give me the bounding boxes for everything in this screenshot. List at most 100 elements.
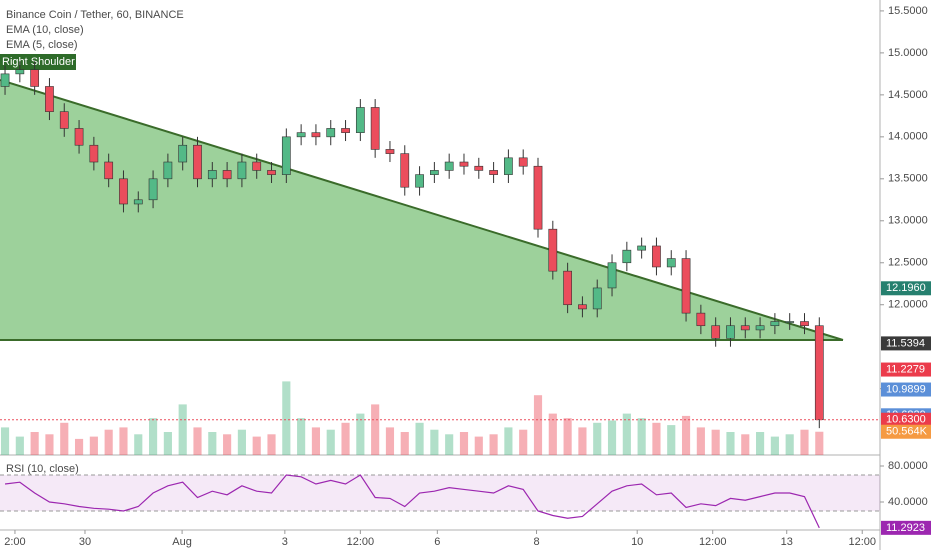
volume-bar <box>578 427 587 455</box>
volume-bar <box>563 418 572 455</box>
candle-body <box>0 73 10 87</box>
rsi-title: RSI (10, close) <box>6 463 79 475</box>
volume-bar <box>815 431 824 455</box>
candle-body <box>563 270 572 306</box>
volume-bar <box>74 438 84 455</box>
candle-body <box>252 161 262 171</box>
candle-body <box>785 321 795 323</box>
y-tick-label: 14.5000 <box>888 89 928 101</box>
candle-body <box>59 111 69 129</box>
volume-bar <box>371 404 380 455</box>
x-tick-label: 3 <box>282 536 288 548</box>
price-tag-label: 11.5394 <box>886 337 925 349</box>
volume-bar <box>134 434 143 455</box>
candle-body <box>681 258 691 314</box>
volume-bar <box>770 436 779 455</box>
candle-body <box>30 69 40 87</box>
volume-bar <box>223 434 232 455</box>
volume-bar <box>800 429 809 455</box>
trend-line <box>0 79 844 341</box>
candle-body <box>740 325 750 331</box>
candle-body <box>622 249 632 264</box>
volume-bar <box>297 418 306 455</box>
y-tick-label: 12.0000 <box>888 299 928 311</box>
candle-body <box>474 165 484 171</box>
volume-bar <box>60 422 69 455</box>
x-tick-label: 12:00 <box>347 536 375 548</box>
candle-body <box>15 69 25 75</box>
rsi-line <box>4 474 820 529</box>
candle-body <box>163 161 173 180</box>
volume-bar <box>548 413 557 455</box>
candle-body <box>207 170 217 180</box>
candle-body <box>400 153 410 188</box>
x-tick-label: 12:00 <box>699 536 727 548</box>
volume-bar <box>104 429 113 455</box>
volume-bar <box>756 432 765 455</box>
candle-body <box>711 325 721 339</box>
volume-bar <box>741 434 750 455</box>
volume-bar <box>667 425 676 455</box>
volume-bar <box>726 432 735 455</box>
y-tick-label: 13.5000 <box>888 173 928 185</box>
candle-body <box>89 144 99 163</box>
rsi-tick-label: 80.0000 <box>888 460 928 472</box>
candle-body <box>533 165 543 230</box>
volume-bar <box>445 434 454 455</box>
volume-bar <box>149 418 158 455</box>
chart-title: Binance Coin / Tether, 60, BINANCE <box>6 9 184 21</box>
candle-body <box>45 86 54 112</box>
x-tick-label: 8 <box>533 536 539 548</box>
x-tick-label: 12:00 <box>848 536 876 548</box>
candle-body <box>637 245 647 251</box>
volume-tag <box>881 424 931 439</box>
price-tag-label: 11.2279 <box>886 363 925 375</box>
rsi-tag <box>881 520 931 535</box>
volume-bar <box>356 413 365 455</box>
candle-body <box>489 170 498 175</box>
candle-body <box>104 161 114 180</box>
candle-body <box>237 161 247 180</box>
candle-body <box>578 304 587 310</box>
candle-body <box>430 170 439 175</box>
volume-bar <box>711 429 720 455</box>
price-tag <box>881 281 931 296</box>
candle-body <box>296 132 306 138</box>
candle-body <box>311 132 321 138</box>
candle-body <box>444 161 454 171</box>
candle-body <box>504 157 513 175</box>
candle-body <box>281 136 291 175</box>
candle-body <box>755 325 765 331</box>
volume-bar <box>89 436 98 455</box>
volume-bar <box>15 436 24 455</box>
candle-body <box>652 245 661 268</box>
annotation-box <box>0 54 76 70</box>
volume-bar <box>208 432 217 455</box>
volume-bar <box>282 381 291 455</box>
candle-body <box>459 161 469 167</box>
volume-bar <box>430 429 439 455</box>
y-tick-label: 13.0000 <box>888 215 928 227</box>
candle-body <box>74 128 84 146</box>
candle-body <box>133 199 143 205</box>
volume-bar <box>163 432 172 455</box>
candle-body <box>178 144 188 163</box>
volume-bar <box>474 436 483 455</box>
candle-body <box>370 107 380 150</box>
candle-body <box>548 228 558 272</box>
x-tick-label: Aug <box>172 536 192 548</box>
y-tick-label: 14.0000 <box>888 131 928 143</box>
volume-tag-label: 50.564K <box>886 426 928 438</box>
candle-body <box>814 325 824 421</box>
volume-bar <box>489 434 498 455</box>
candle-body <box>222 170 232 180</box>
volume-bar <box>681 415 691 455</box>
rsi-band <box>0 475 880 512</box>
volume-bar <box>30 432 39 455</box>
price-tag-label: 12.1960 <box>886 282 926 294</box>
volume-bar <box>533 395 543 455</box>
candle-body <box>355 107 365 133</box>
price-tag <box>881 382 931 397</box>
volume-bar <box>415 422 424 455</box>
volume-bar <box>237 429 246 455</box>
